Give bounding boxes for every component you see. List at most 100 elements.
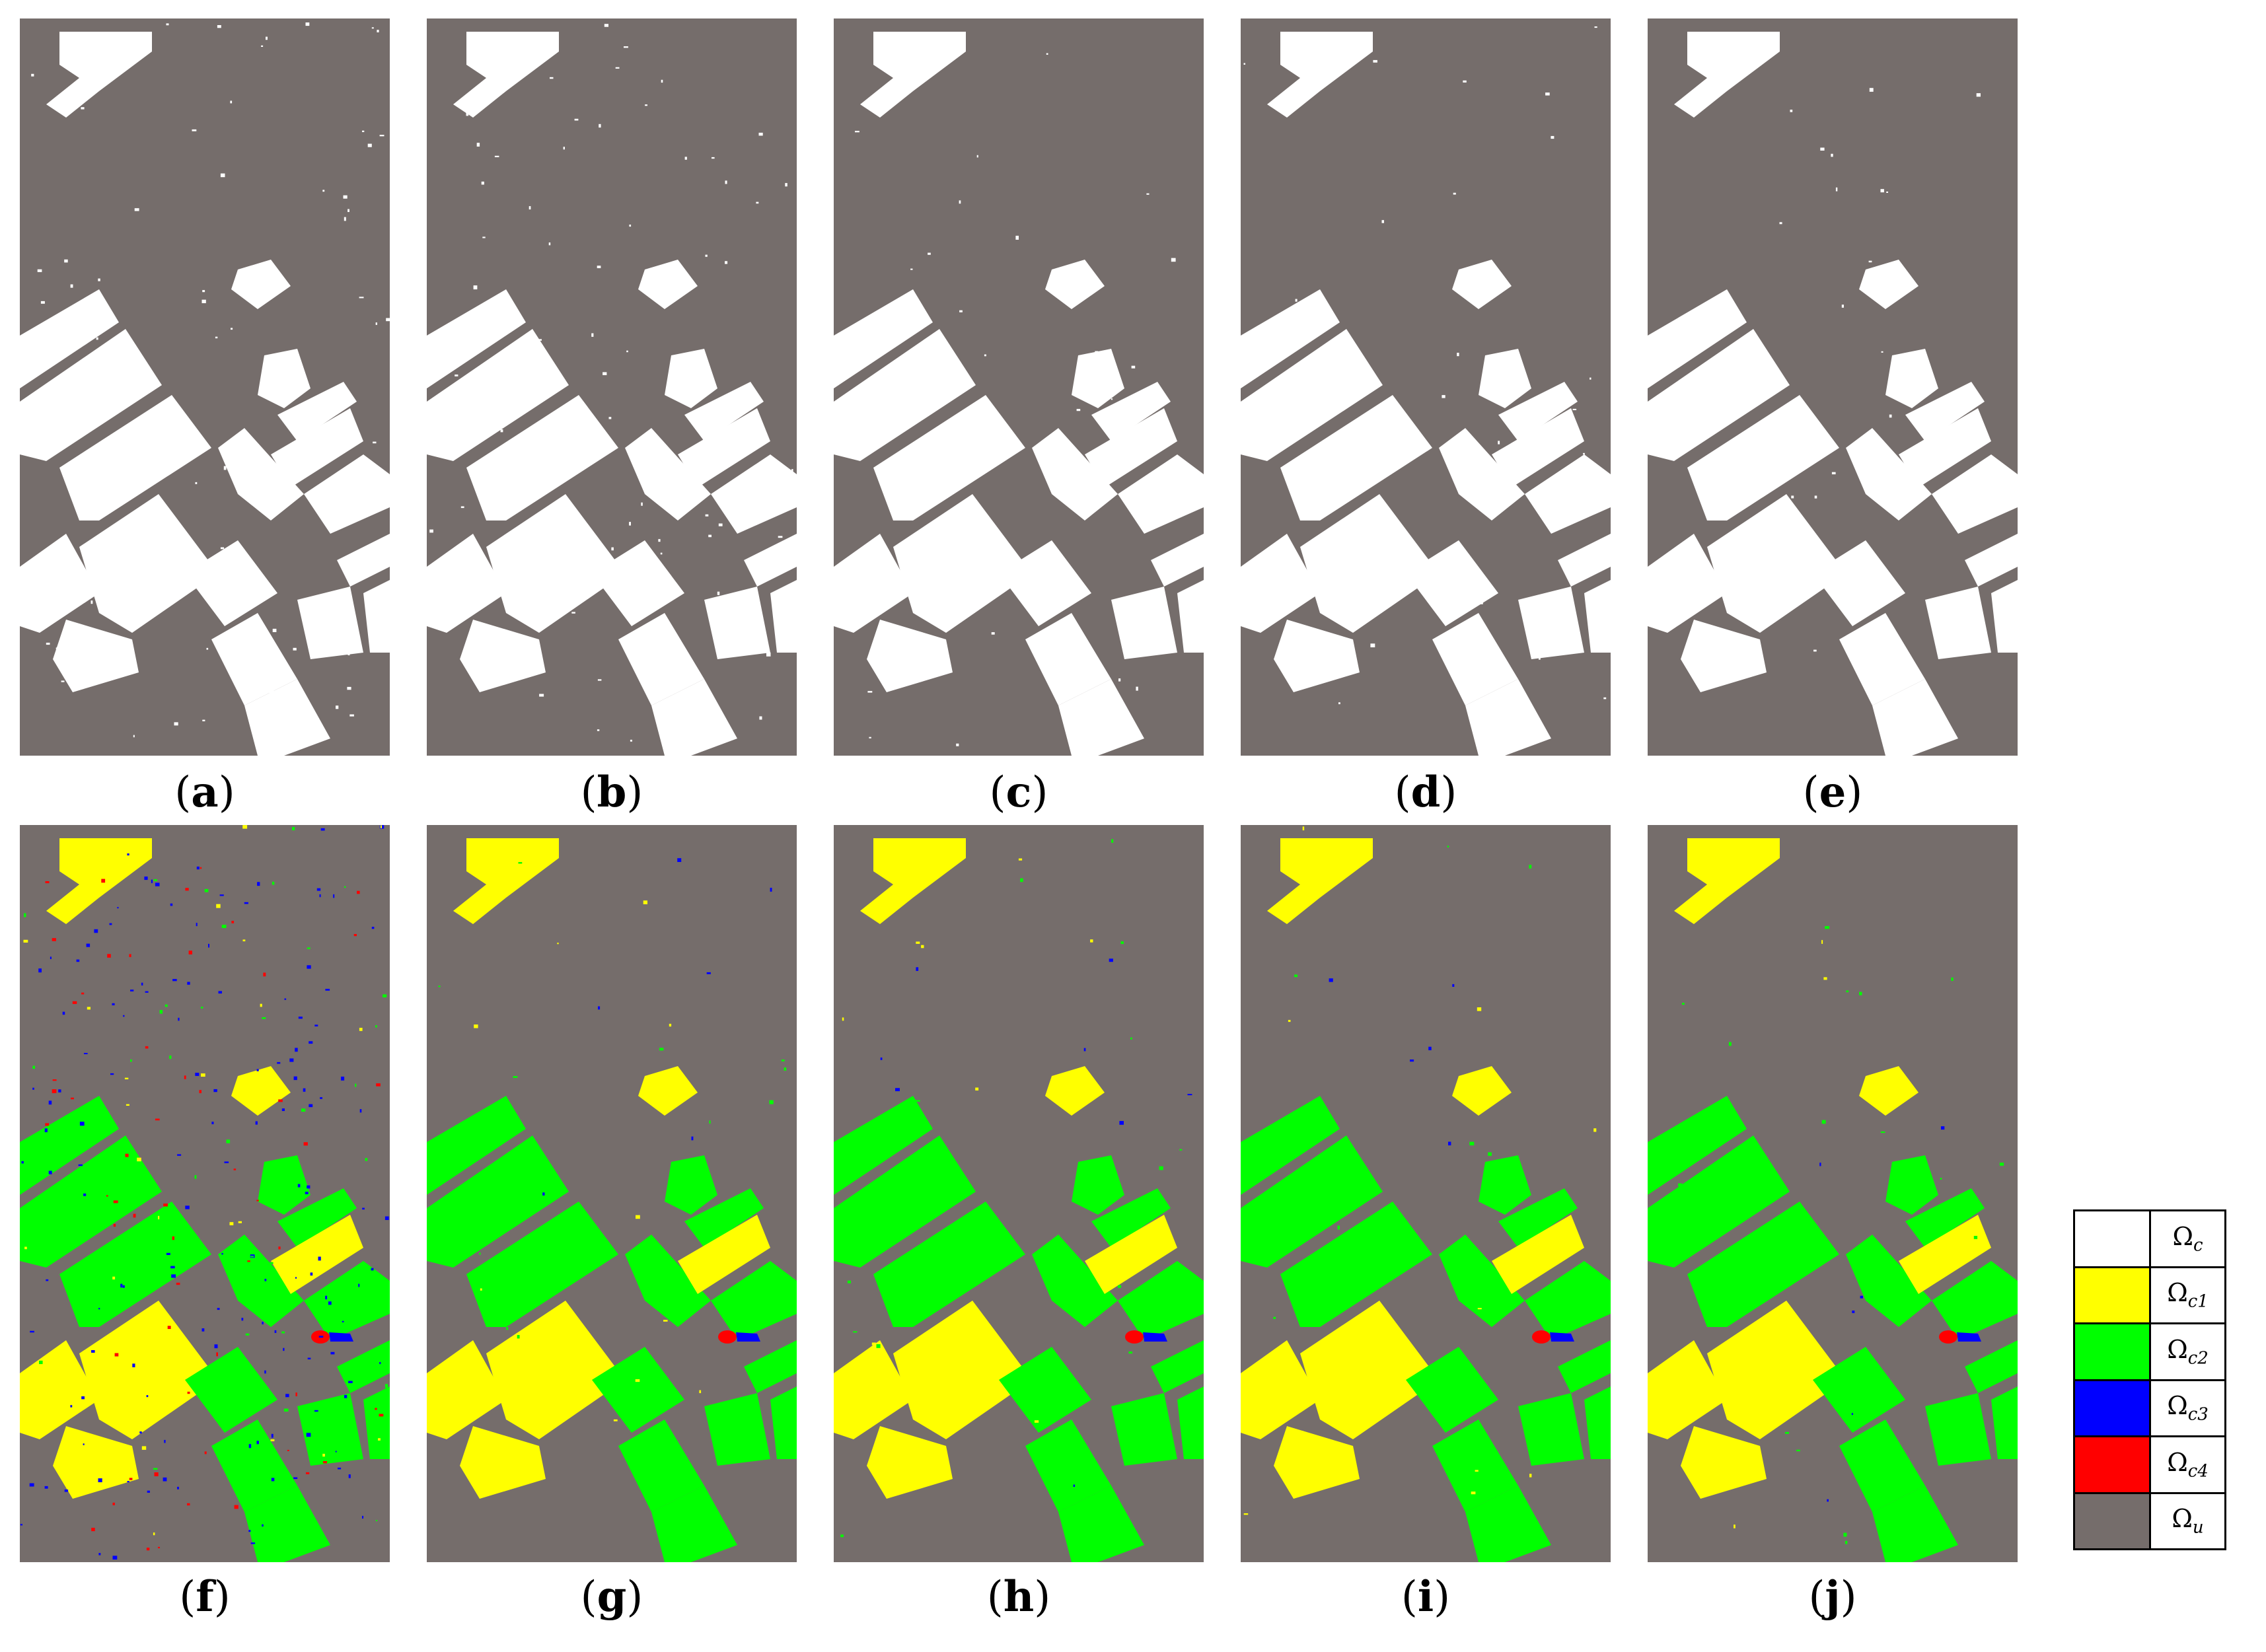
noise-speck <box>624 46 628 48</box>
parcel-region <box>1111 1393 1177 1466</box>
noise-speck <box>266 36 268 40</box>
noise-speck <box>347 686 351 690</box>
noise-speck <box>96 337 98 340</box>
noise-speck <box>1680 335 1683 337</box>
parcel-region <box>1681 620 1767 692</box>
noise-speck <box>766 652 771 657</box>
parcel-region <box>1274 1426 1360 1499</box>
noise-speck <box>725 261 728 264</box>
parcel-region <box>59 395 211 521</box>
noise-speck <box>754 505 759 509</box>
noise-speck <box>215 336 218 339</box>
parcel-region <box>1151 1340 1204 1393</box>
noise-speck <box>450 1128 453 1133</box>
noise-speck <box>371 27 374 29</box>
class-c3-cluster <box>1957 1332 1981 1342</box>
noise-speck <box>367 143 372 147</box>
noise-speck <box>1302 826 1305 831</box>
noise-speck <box>1073 1484 1076 1487</box>
parcel-region <box>271 408 363 487</box>
noise-speck <box>1951 977 1954 981</box>
noise-speck <box>376 1083 381 1087</box>
parcel-region <box>834 289 933 388</box>
noise-speck <box>460 506 464 509</box>
noise-speck <box>362 130 365 132</box>
parcel-region <box>1177 1386 1204 1459</box>
noise-speck <box>1881 351 1883 353</box>
parcel-region <box>211 613 297 705</box>
noise-speck <box>1813 649 1817 652</box>
noise-speck <box>1827 1499 1829 1502</box>
noise-speck <box>557 943 559 945</box>
noise-speck <box>178 1017 180 1021</box>
noise-speck <box>712 157 715 159</box>
noise-speck <box>455 375 458 377</box>
noise-speck <box>38 968 42 973</box>
parcel-region <box>79 494 218 633</box>
parcel-region <box>1085 1215 1177 1294</box>
noise-speck <box>139 1431 142 1434</box>
parcel-region <box>618 613 704 705</box>
noise-speck <box>959 310 963 312</box>
noise-speck <box>328 1301 332 1305</box>
change-map-a <box>20 22 390 756</box>
parcel-region <box>1648 1340 1727 1439</box>
parcel-region <box>1111 587 1177 659</box>
noise-speck <box>107 954 111 958</box>
noise-speck <box>449 361 451 365</box>
noise-speck <box>1722 514 1728 516</box>
noise-speck <box>264 1370 266 1374</box>
noise-speck <box>359 297 364 299</box>
noise-speck <box>314 1410 318 1412</box>
noise-speck <box>245 1333 250 1336</box>
noise-speck <box>732 452 737 456</box>
noise-speck <box>1682 1003 1685 1005</box>
noise-speck <box>295 1392 297 1396</box>
noise-speck <box>1898 470 1900 473</box>
parcel-region <box>1241 1135 1383 1268</box>
parcel-region <box>1899 408 1991 487</box>
noise-speck <box>353 934 357 937</box>
noise-speck <box>187 1391 190 1394</box>
parcel-region <box>337 1340 390 1393</box>
noise-speck <box>1779 222 1782 225</box>
parcel-region <box>1452 260 1512 309</box>
noise-speck <box>335 1451 337 1453</box>
noise-speck <box>272 628 277 632</box>
noise-speck <box>114 1353 119 1357</box>
class-c3-cluster <box>736 1332 760 1342</box>
noise-speck <box>611 547 614 551</box>
parcel-region <box>218 428 304 521</box>
parcel-region <box>1558 1340 1611 1393</box>
legend-swatch <box>2073 1379 2151 1437</box>
noise-speck <box>108 354 112 356</box>
noise-speck <box>270 1262 274 1264</box>
panel-letter: b <box>597 768 627 817</box>
parcel-region <box>1241 1096 1340 1195</box>
parcel-region <box>297 1393 363 1466</box>
noise-speck <box>229 1222 234 1225</box>
noise-speck <box>24 1246 27 1250</box>
parcel-region <box>1648 289 1747 388</box>
noise-speck <box>359 1028 363 1031</box>
noise-speck <box>756 201 759 204</box>
noise-speck <box>188 951 192 954</box>
noise-speck <box>272 881 275 885</box>
noise-speck <box>176 1282 180 1285</box>
noise-speck <box>1466 489 1469 491</box>
parcel-region <box>277 1188 357 1248</box>
noise-speck <box>375 1520 378 1521</box>
noise-speck <box>31 73 34 77</box>
parcel-region <box>1267 838 1373 924</box>
noise-speck <box>32 1065 36 1069</box>
class-c4-cluster <box>1532 1330 1551 1344</box>
noise-speck <box>377 30 379 32</box>
parcel-region <box>466 395 618 521</box>
noise-speck <box>242 825 248 829</box>
noise-speck <box>269 690 274 694</box>
noise-speck <box>261 45 264 47</box>
noise-speck <box>108 44 110 47</box>
noise-speck <box>70 284 73 288</box>
noise-speck <box>438 986 441 988</box>
noise-speck <box>1831 472 1836 475</box>
